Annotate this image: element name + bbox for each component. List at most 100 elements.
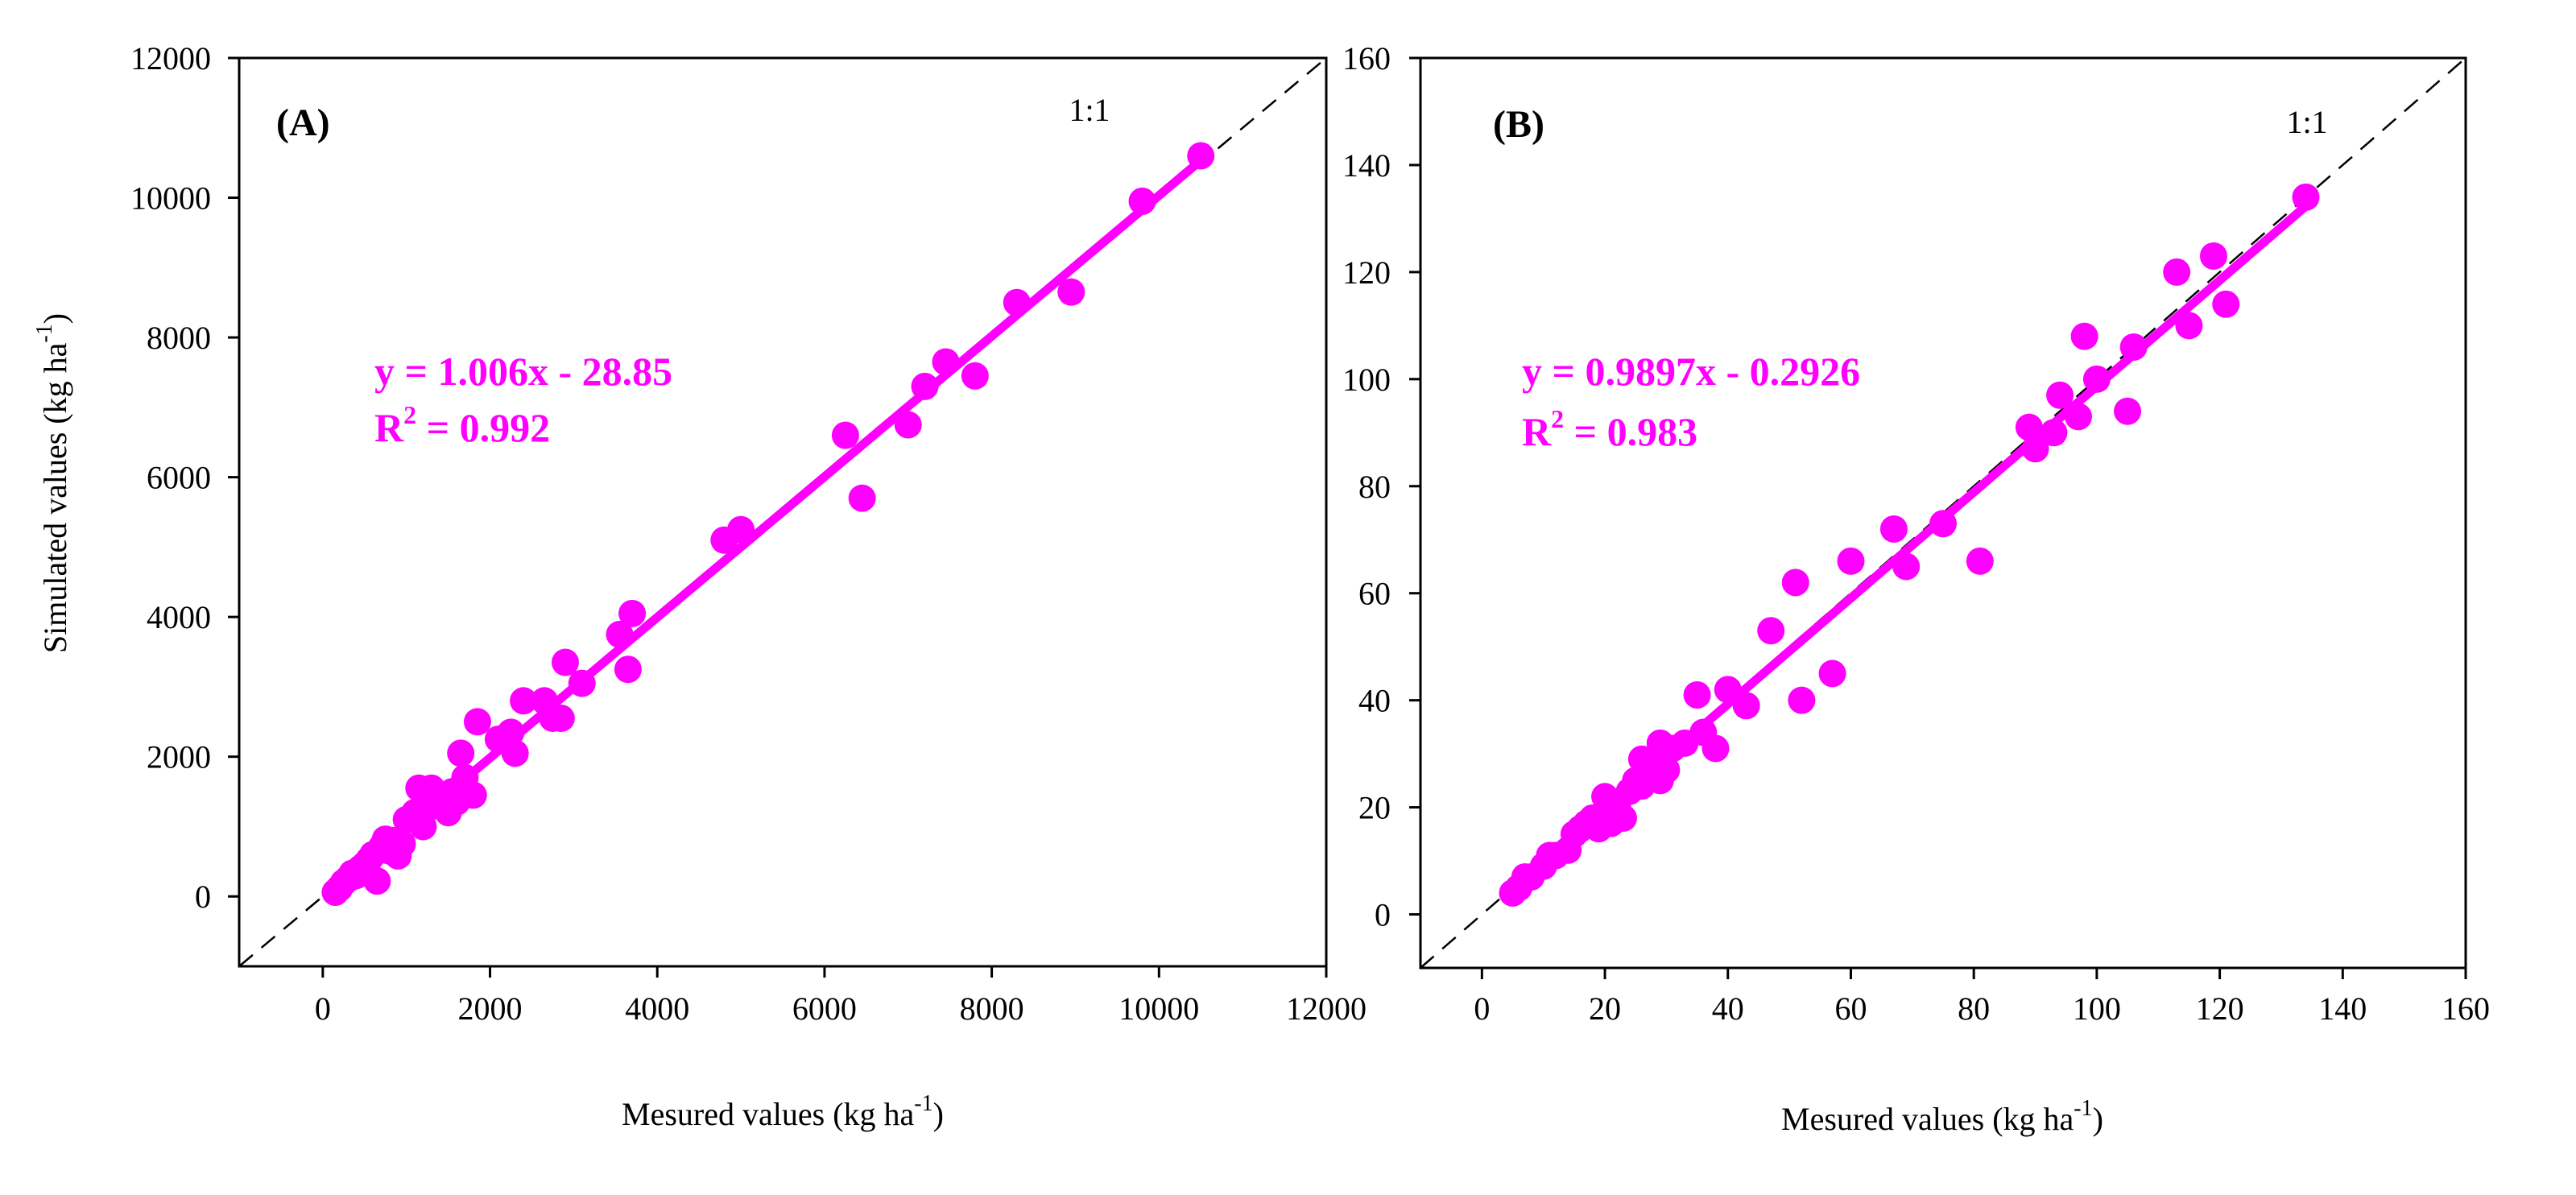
data-point — [2046, 381, 2074, 409]
y-tick-label: 80 — [1358, 469, 1391, 505]
r-squared-prefix: R — [374, 405, 404, 450]
y-tick-label: 6000 — [147, 460, 211, 496]
data-point — [1187, 142, 1215, 170]
data-point — [1652, 756, 1681, 784]
y-tick-label: 120 — [1342, 254, 1391, 291]
data-point — [1714, 676, 1742, 704]
y-tick-label: 8000 — [147, 320, 211, 356]
x-tick-label: 120 — [2196, 990, 2244, 1027]
data-point — [1929, 510, 1957, 538]
data-point — [2175, 312, 2203, 340]
x-tick-label: 60 — [1834, 990, 1867, 1027]
regression-line — [326, 155, 1205, 896]
panel-a: 0 2000 4000 6000 8000 10000 12000 0 2000 4000 6000… — [32, 40, 1367, 1132]
data-point — [2070, 322, 2098, 350]
data-point — [1757, 617, 1785, 645]
r-squared-superscript: 2 — [1551, 404, 1564, 433]
y-tick-label: 100 — [1342, 362, 1391, 398]
panel-label: (B) — [1493, 103, 1544, 146]
data-point — [568, 669, 596, 697]
data-point — [1879, 515, 1908, 543]
y-axis-title: Simulated values (kg ha-1) — [32, 313, 73, 653]
r-squared-prefix: R — [1522, 409, 1552, 454]
data-point — [831, 421, 859, 449]
data-point — [447, 739, 475, 767]
data-point — [1683, 681, 1711, 709]
data-point — [2114, 397, 2142, 425]
y-tick-label: 2000 — [147, 739, 211, 775]
plot-frame — [1419, 56, 2467, 970]
data-point — [1057, 278, 1085, 306]
x-axis-title-suffix: ) — [2093, 1101, 2103, 1137]
x-axis-title: Mesured values (kg ha-1) — [622, 1091, 944, 1132]
y-tick-label: 0 — [195, 879, 211, 915]
y-tick-label: 10000 — [130, 180, 211, 217]
x-axis-title-superscript: -1 — [914, 1091, 932, 1116]
r-squared-value: = 0.983 — [1564, 409, 1697, 454]
data-point — [2163, 258, 2191, 286]
y-tick-label: 60 — [1358, 576, 1391, 612]
x-tick-label: 160 — [2442, 990, 2490, 1027]
x-axis-title: Mesured values (kg ha-1) — [1781, 1096, 2103, 1137]
plot-frame — [238, 56, 1328, 968]
data-point — [388, 830, 416, 858]
data-point — [2199, 242, 2227, 270]
data-point — [848, 484, 876, 512]
data-point — [1701, 734, 1730, 763]
r-squared-superscript: 2 — [403, 400, 416, 429]
data-point — [497, 718, 525, 746]
data-point — [363, 867, 391, 895]
x-tick-label: 80 — [1958, 990, 1990, 1027]
x-tick-label: 4000 — [625, 990, 689, 1027]
one-to-one-label: 1:1 — [2286, 104, 2327, 140]
x-axis-title-main: Mesured values (kg ha — [1781, 1101, 2074, 1137]
panel-label: (A) — [276, 101, 330, 144]
y-tick-label: 0 — [1375, 897, 1391, 933]
y-tick-label: 140 — [1342, 147, 1391, 184]
data-point — [2064, 403, 2092, 431]
r-squared-value: = 0.992 — [416, 405, 550, 450]
data-point — [894, 411, 922, 439]
data-point — [2021, 435, 2049, 463]
r-squared: R2 = 0.992 — [374, 400, 550, 450]
regression-equation: y = 0.9897x - 0.2926 — [1522, 349, 1860, 394]
one-to-one-label: 1:1 — [1069, 92, 1110, 128]
x-tick-label: 0 — [315, 990, 331, 1027]
x-axis-title-superscript: -1 — [2074, 1096, 2092, 1121]
x-tick-label: 140 — [2318, 990, 2367, 1027]
x-tick-label: 6000 — [792, 990, 857, 1027]
y-tick-label: 4000 — [147, 599, 211, 635]
y-tick-label: 20 — [1358, 790, 1391, 826]
regression-equation: y = 1.006x - 28.85 — [374, 349, 672, 394]
y-axis-title-suffix: ) — [37, 313, 73, 324]
x-tick-label: 8000 — [960, 990, 1024, 1027]
data-point — [501, 739, 529, 767]
panel-b: 0 20 40 60 80 100 120 140 160 0 20 40 60 80 100 120 140 1… — [1342, 40, 2490, 1137]
data-point — [463, 708, 491, 736]
x-axis-title-suffix: ) — [933, 1096, 944, 1132]
data-point — [1128, 187, 1156, 215]
data-point — [1837, 547, 1865, 575]
data-point — [606, 620, 634, 648]
data-point — [1818, 660, 1846, 688]
y-tick-label: 160 — [1342, 40, 1391, 76]
data-point — [1892, 552, 1921, 581]
data-point — [2292, 183, 2320, 211]
data-point — [961, 362, 989, 390]
x-tick-label: 40 — [1712, 990, 1744, 1027]
data-point — [727, 515, 755, 544]
y-tick-label: 40 — [1358, 683, 1391, 719]
data-point — [459, 781, 487, 809]
x-tick-label: 0 — [1474, 990, 1490, 1027]
x-axis-title-main: Mesured values (kg ha — [622, 1096, 914, 1132]
data-point — [614, 655, 642, 684]
y-axis-title-superscript: -1 — [32, 324, 57, 342]
data-point — [1966, 547, 1994, 575]
data-point — [1003, 288, 1031, 316]
data-point — [409, 813, 437, 841]
x-tick-label: 12000 — [1286, 990, 1367, 1027]
data-point — [1788, 686, 1816, 714]
data-point — [2212, 290, 2240, 318]
data-point — [618, 599, 647, 627]
